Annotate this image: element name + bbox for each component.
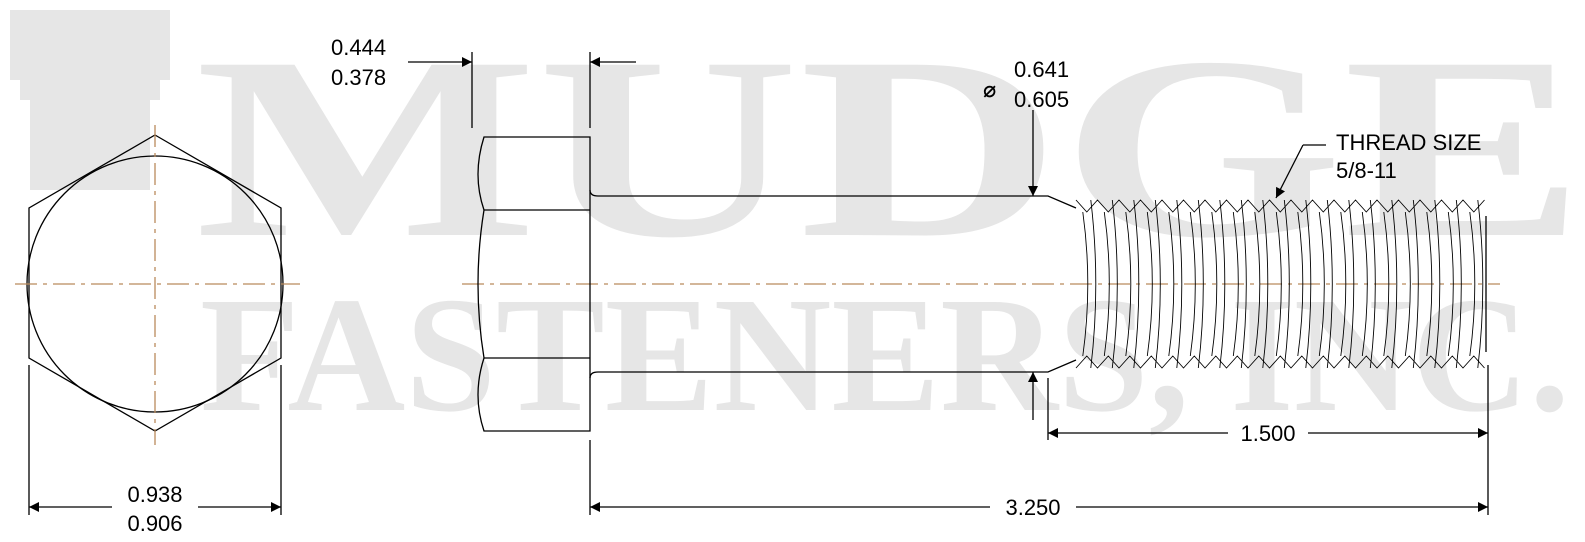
thread-root-line <box>1262 199 1269 369</box>
thread-root-line <box>1348 199 1355 369</box>
thread-root-line <box>1176 199 1183 369</box>
thread-crest-line <box>1232 211 1239 357</box>
bolt-shank <box>589 189 1077 379</box>
thread-crest-line <box>1297 211 1304 357</box>
thread-root-line <box>1219 199 1226 369</box>
thread-crest-line <box>1318 211 1325 357</box>
thread-root-line <box>1326 199 1333 369</box>
overall-length-label-mask <box>990 494 1076 520</box>
watermark: MUDGE FASTENERS, INC. <box>10 4 1585 446</box>
thread-crest-line <box>1125 211 1132 357</box>
watermark-line2: FASTENERS, INC. <box>200 263 1570 446</box>
body-diameter-min-label: 0.605 <box>1014 87 1069 112</box>
thread-root-line <box>1283 199 1290 369</box>
across-flats-max-label: 0.938 <box>127 482 182 507</box>
thread-crest-line <box>1189 211 1196 357</box>
head-height-dimension <box>408 52 636 128</box>
thread-root-line <box>1197 199 1204 369</box>
thread-root-line <box>1111 199 1118 369</box>
thread-crest-line <box>1340 211 1347 357</box>
thread-profile-bottom <box>1075 355 1485 369</box>
thread-root-line <box>1455 199 1462 369</box>
thread-size-leader-arrow <box>1275 144 1304 199</box>
bolt-head <box>477 136 591 432</box>
thread-crest-line <box>1168 211 1175 357</box>
head-height-min-label: 0.378 <box>331 65 386 90</box>
overall-length-label: 3.250 <box>1005 495 1060 520</box>
thread-root-line <box>1434 199 1441 369</box>
thread-crest-line <box>1361 211 1368 357</box>
body-diameter-max-label: 0.641 <box>1014 57 1069 82</box>
thread-size-value: 5/8-11 <box>1336 158 1397 183</box>
thread-crest-line <box>1426 211 1433 357</box>
watermark-line1: MUDGE <box>195 4 1585 292</box>
thread-crest-line <box>1146 211 1153 357</box>
thread-crest-line <box>1447 211 1454 357</box>
across-flats-min-label: 0.906 <box>127 511 182 536</box>
thread-root-line <box>1412 199 1419 369</box>
diameter-symbol-icon: ⌀ <box>983 77 996 102</box>
watermark-logo-icon <box>10 10 170 190</box>
thread-root-line <box>1477 199 1484 369</box>
thread-root-line <box>1090 199 1097 369</box>
thread-root-line <box>1133 199 1140 369</box>
thread-length-label: 1.500 <box>1240 421 1295 446</box>
thread-region <box>1075 199 1487 369</box>
thread-crest-line <box>1103 211 1110 357</box>
thread-crest-line <box>1254 211 1261 357</box>
thread-crest-line <box>1211 211 1218 357</box>
thread-root-line <box>1305 199 1312 369</box>
thread-root-line <box>1240 199 1247 369</box>
thread-crest-line <box>1082 211 1089 357</box>
thread-crest-line <box>1275 211 1282 357</box>
thread-root-line <box>1391 199 1398 369</box>
thread-profile-top <box>1075 199 1485 213</box>
thread-length-label-mask <box>1228 420 1308 446</box>
thread-root-line <box>1369 199 1376 369</box>
thread-crest-line <box>1404 211 1411 357</box>
head-height-max-label: 0.444 <box>331 35 386 60</box>
thread-crest-line <box>1383 211 1390 357</box>
bolt-side-view <box>462 136 1500 432</box>
thread-crest-line <box>1469 211 1476 357</box>
thread-size-title: THREAD SIZE <box>1336 130 1481 155</box>
across-flats-label-mask <box>112 480 198 542</box>
thread-root-line <box>1154 199 1161 369</box>
